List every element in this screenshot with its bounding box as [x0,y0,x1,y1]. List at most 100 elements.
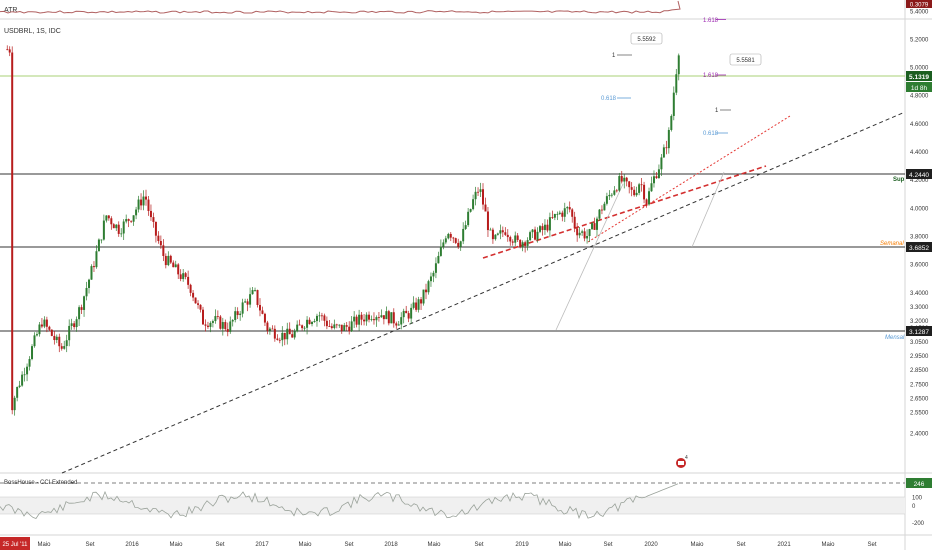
candle [60,343,63,351]
candle [13,395,16,416]
candle [313,318,316,323]
candle [576,222,579,242]
candle [486,207,489,237]
candle [355,314,358,328]
candle [182,268,185,282]
time-axis[interactable]: Maio Set 2016 Maio Set 2017 Maio Set 2018 Maio Set… [37,542,876,548]
candle [457,238,460,249]
semanal-level-badge [906,242,932,252]
candle [643,181,646,204]
candle [214,309,217,324]
candle [417,296,420,313]
event-flag-icon[interactable]: 4 [675,455,689,469]
candle [667,127,670,154]
atr-pane[interactable] [0,0,905,19]
candle [278,337,281,344]
candle [8,46,11,57]
candle [437,251,440,264]
countdown-value: 1d 8h [911,85,928,92]
candle [489,227,492,231]
candle [75,316,78,332]
cci-axis[interactable]: 100 0 -200 [912,496,925,528]
start-date-label: 25 Jul '11 [2,542,28,548]
candle [88,278,91,294]
candle [546,219,549,233]
price-callout-right [729,53,762,66]
candle [308,317,311,325]
candle [469,208,472,213]
candle [447,232,450,240]
candle [521,240,524,252]
candle [177,263,180,279]
candle [491,227,494,244]
candle [598,208,601,221]
candle [164,253,167,269]
candle [472,194,475,211]
candle [167,251,170,267]
candlestick-series[interactable] [6,45,680,416]
candle [516,233,519,243]
candle [219,315,222,330]
candle [271,325,274,330]
candle [509,235,512,246]
price-tick-label: 5.2000 [910,37,929,43]
sup-level-value: 4.2440 [909,172,929,179]
candle [390,312,393,324]
candle [377,312,380,322]
candle [80,304,83,315]
candle [256,289,259,308]
candle [226,322,229,337]
cci-value: 246 [914,481,925,488]
candle [194,297,197,304]
candle [115,224,118,231]
candle [40,317,43,329]
candle [130,220,133,223]
price-tick-label: 5.4000 [910,9,929,15]
candle [50,329,53,337]
price-tick-label: 2.5500 [910,410,929,416]
candle [11,46,14,415]
candle [73,321,76,330]
candle [645,198,648,208]
fib-extension-connector-right [691,171,725,248]
candle [152,212,155,228]
price-axis[interactable]: 5.60005.40005.20005.00004.80004.60004.40… [910,0,929,438]
red-support-trendline[interactable] [482,165,767,259]
candle [184,271,187,280]
candle [154,221,157,243]
price-tick-label: 4.4000 [910,150,929,156]
candle [541,223,544,236]
candle [524,240,527,253]
event-badge-count: 4 [685,455,688,461]
candle [169,254,172,264]
candle [239,310,242,321]
candle [623,174,626,189]
candle [675,68,678,96]
candle [68,319,71,347]
candle [234,306,237,323]
sup-level-badge [906,169,932,179]
candle [35,331,38,337]
candle [504,227,507,236]
candle [127,218,130,228]
candle [655,171,658,180]
candle [392,308,395,328]
long-term-trendline[interactable] [61,111,906,474]
time-axis-label: 2018 [384,542,398,548]
price-tick-label: 5.0000 [910,66,929,72]
candle [137,195,140,213]
price-tick-label: 3.3000 [910,305,929,311]
candle [595,216,598,237]
atr-value-badge [906,0,932,8]
candle [387,309,390,326]
candle [301,324,304,331]
cci-tick-label: 100 [912,496,923,502]
candle [380,309,383,318]
candle [43,316,46,329]
candle [454,237,457,245]
candle [298,319,301,326]
time-axis-label: Set [85,542,94,548]
candle [288,322,291,335]
